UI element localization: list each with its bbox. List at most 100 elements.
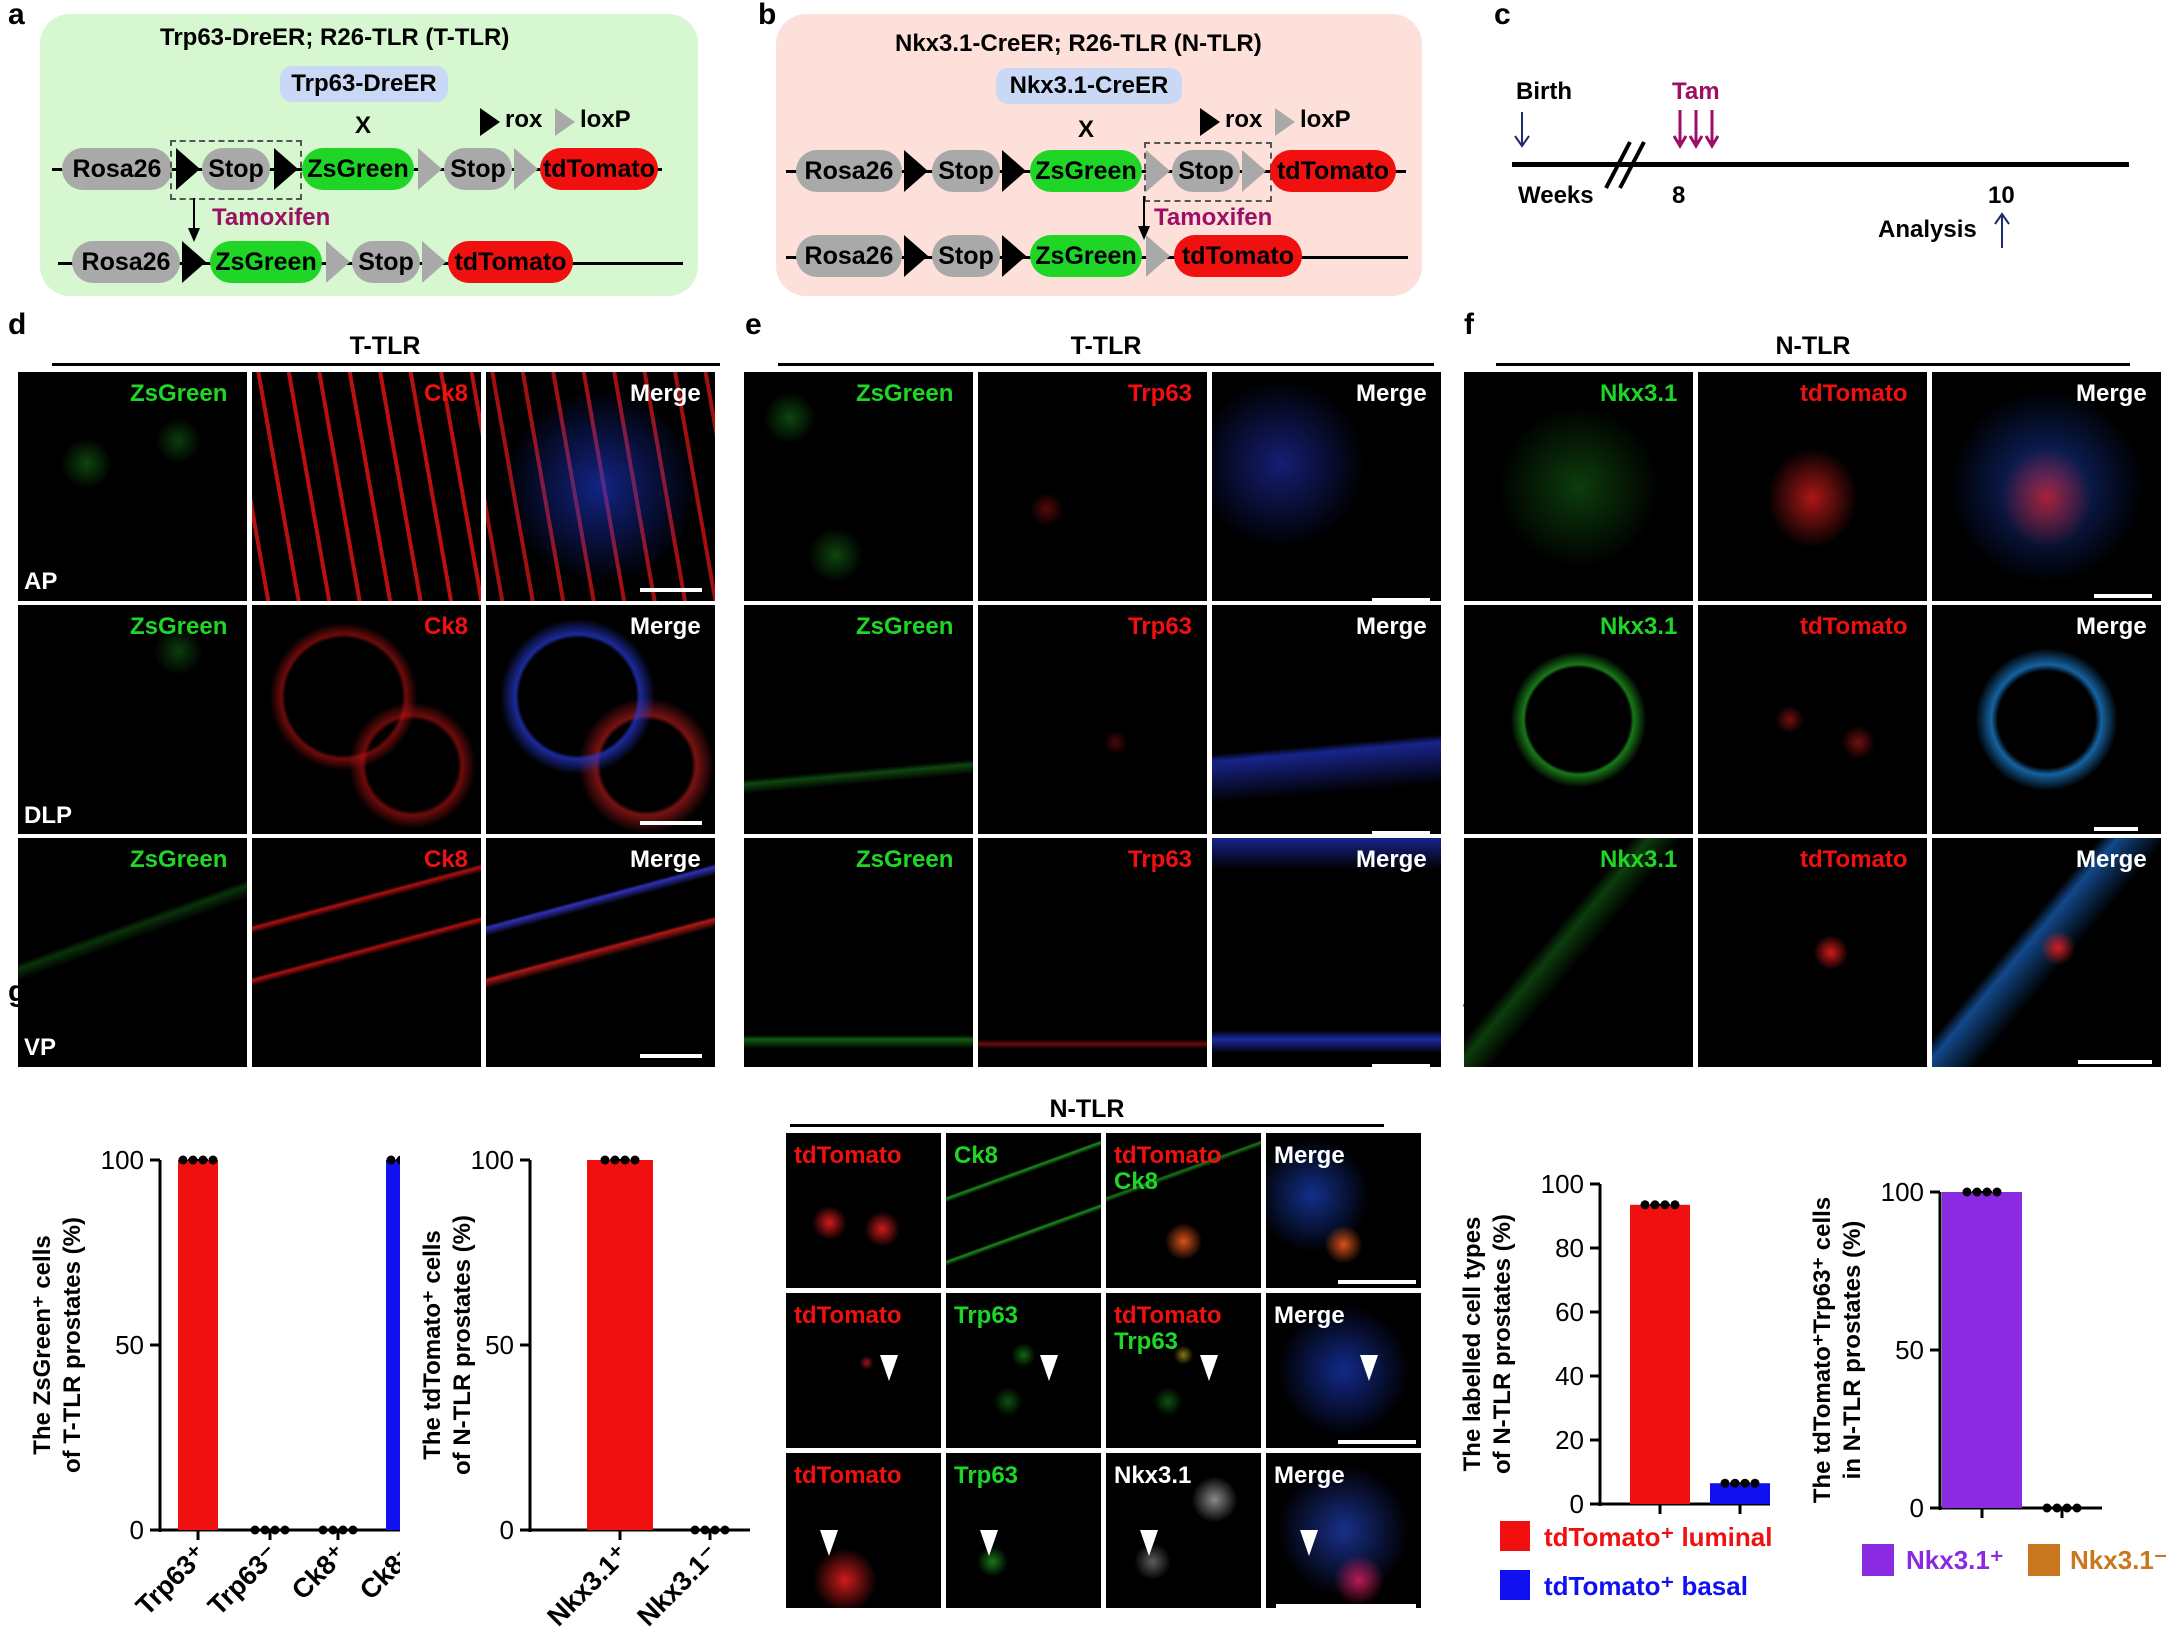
schematic-a-legend-rox: rox	[505, 106, 543, 133]
chart-g-point	[318, 1525, 328, 1535]
panel-d-dlp-ck8-label: Ck8	[424, 613, 469, 640]
panel-i-r2-arrowhead-4-icon	[1360, 1355, 1378, 1381]
panel-d-dlp-row-label: DLP	[24, 802, 72, 829]
chart-g-xtick-label: Trp63⁻	[202, 1539, 284, 1621]
panel-i-r3-trp63-image	[946, 1453, 1101, 1608]
chart-j-legend-basal-swatch	[1500, 1570, 1530, 1600]
schematic-a-row2-loxp2-icon	[422, 241, 446, 283]
schematic-b-title: Nkx3.1-CreER; R26-TLR (N-TLR)	[895, 30, 1262, 57]
schematic-b-row2-loxp-icon	[1146, 235, 1170, 277]
panel-i-r3-tdtomato-label: tdTomato	[794, 1462, 902, 1489]
schematic-a-legend-rox-icon	[480, 108, 500, 136]
panel-i-r2-overlay-label1: tdTomato	[1114, 1302, 1222, 1329]
panel-f-r3-scalebar	[2078, 1060, 2152, 1064]
chart-j-legend-basal: tdTomato⁺ basal	[1544, 1571, 1748, 1601]
panel-i-header: N-TLR	[1049, 1095, 1125, 1123]
schematic-a-row1-rox2-icon	[274, 148, 298, 190]
schematic-a-row1-stop1: Stop	[202, 148, 270, 190]
chart-j-point	[1740, 1478, 1750, 1488]
chart-k-legend-neg-swatch	[2028, 1544, 2060, 1576]
panel-d-ap-zsgreen-image	[18, 372, 247, 601]
schematic-b-row1-rox2-icon	[1002, 150, 1026, 192]
panel-i-header-line	[790, 1124, 1384, 1127]
schematic-b-row2-rox2-icon	[1002, 235, 1026, 277]
chart-k-legend-neg: Nkx3.1⁻	[2070, 1545, 2166, 1575]
panel-d-vp-merge-image	[486, 838, 715, 1067]
schematic-b-row1-loxp1-icon	[1146, 150, 1170, 192]
schematic-a-row2-zsgreen: ZsGreen	[210, 241, 322, 283]
panel-i-r2-scalebar	[1338, 1440, 1416, 1444]
chart-h-xtick-label: Nkx3.1⁻	[631, 1539, 724, 1632]
schematic-a-row2-loxp1-icon	[326, 241, 350, 283]
chart-j-ylabel-line1: The labelled cell types	[1459, 1217, 1486, 1472]
chart-g-point	[198, 1155, 208, 1165]
schematic-b-row1-stop2: Stop	[1172, 150, 1240, 192]
panel-i-r2-tdtomato-image	[786, 1293, 941, 1448]
panel-d-vp-zsgreen-label: ZsGreen	[130, 846, 228, 873]
panel-i-r1-merge-label: Merge	[1274, 1142, 1345, 1169]
chart-h-point	[630, 1155, 640, 1165]
panel-i-r1-ck8-label: Ck8	[954, 1142, 999, 1169]
panel-e-r1-trp63-label: Trp63	[1128, 380, 1193, 407]
chart-j-point	[1640, 1200, 1650, 1210]
chart-j-point	[1650, 1200, 1660, 1210]
chart-k-ylabel: The tdTomato⁺Trp63⁺ cells in N-TLR prosta…	[1809, 1197, 1866, 1503]
panel-d-ap-merge-label: Merge	[630, 380, 701, 407]
panel-e-r2-zsgreen-label: ZsGreen	[856, 613, 954, 640]
panel-d-ap-ck8-label: Ck8	[424, 380, 469, 407]
chart-k-point	[1972, 1187, 1982, 1197]
panel-d-dlp-ck8-image	[252, 605, 481, 834]
chart-k-point	[2072, 1503, 2082, 1513]
panel-d-ap-merge-image	[486, 372, 715, 601]
chart-h-point	[710, 1525, 720, 1535]
schematic-a-row1-rox1-icon	[176, 148, 200, 190]
panel-e-r1-zsgreen-image	[744, 372, 973, 601]
chart-k-point	[2062, 1503, 2072, 1513]
chart-g-ylabel-line1: The ZsGreen⁺ cells	[29, 1235, 56, 1454]
chart-h-ylabel-line1: The tdTomato⁺ cells	[419, 1230, 446, 1460]
panel-f-r3-nkx31-label: Nkx3.1	[1600, 846, 1678, 873]
panel-label-e: e	[745, 308, 762, 341]
timeline-week-10: 10	[1988, 182, 2015, 209]
chart-g-point	[280, 1525, 290, 1535]
chart-k-point	[1982, 1187, 1992, 1197]
schematic-a-row1-rosa26: Rosa26	[62, 148, 172, 190]
chart-j-ytick-label: 60	[1555, 1297, 1584, 1327]
chart-g-point	[178, 1155, 188, 1165]
schematic-b-legend-rox: rox	[1225, 106, 1263, 133]
chart-g-point	[188, 1155, 198, 1165]
chart-j-ytick-label: 20	[1555, 1425, 1584, 1455]
panel-i-r2-tdtomato-label: tdTomato	[794, 1302, 902, 1329]
panel-i-r1-overlay-label1: tdTomato	[1114, 1142, 1222, 1169]
panel-e-r3-zsgreen-label: ZsGreen	[856, 846, 954, 873]
panel-i-r1-overlay-image	[1106, 1133, 1261, 1288]
panel-e-r1-trp63-image	[978, 372, 1207, 601]
chart-j-point	[1750, 1478, 1760, 1488]
panel-d-ap-zsgreen-label: ZsGreen	[130, 380, 228, 407]
panel-f-header: N-TLR	[1775, 332, 1851, 360]
chart-k-point	[1962, 1187, 1972, 1197]
panel-e-r3-trp63-image	[978, 838, 1207, 1067]
chart-g-bar	[386, 1160, 400, 1530]
panel-e-r2-merge-label: Merge	[1356, 613, 1427, 640]
timeline-weeks: Weeks	[1518, 182, 1594, 209]
schematic-a-row1-zsgreen: ZsGreen	[302, 148, 414, 190]
chart-h-ylabel: The tdTomato⁺ cells of N-TLR prostates (%…	[419, 1215, 476, 1475]
chart-g-point	[270, 1525, 280, 1535]
panel-i-r1-tdtomato-image	[786, 1133, 941, 1288]
chart-k-ytick-label: 50	[1895, 1335, 1924, 1365]
chart-j-legend-luminal: tdTomato⁺ luminal	[1544, 1522, 1773, 1552]
chart-g: 0 50 100 The ZsGreen⁺ cells of T-TLR prostat…	[29, 1145, 400, 1621]
schematic-a-row2-rosa26: Rosa26	[72, 241, 180, 283]
timeline-tam: Tam	[1672, 78, 1720, 105]
timeline-birth-arrow-icon	[1514, 112, 1530, 148]
panel-i-r2-trp63-label: Trp63	[954, 1302, 1019, 1329]
panel-e-r1-merge-label: Merge	[1356, 380, 1427, 407]
chart-g-point	[396, 1155, 400, 1165]
chart-g-xtick-label: Trp63⁺	[130, 1539, 212, 1621]
panel-i-r2-merge-label: Merge	[1274, 1302, 1345, 1329]
chart-g-point	[338, 1525, 348, 1535]
chart-g-ytick-label: 0	[130, 1515, 144, 1545]
panel-d-dlp-zsgreen-image	[18, 605, 247, 834]
panel-d-vp-ck8-image	[252, 838, 481, 1067]
